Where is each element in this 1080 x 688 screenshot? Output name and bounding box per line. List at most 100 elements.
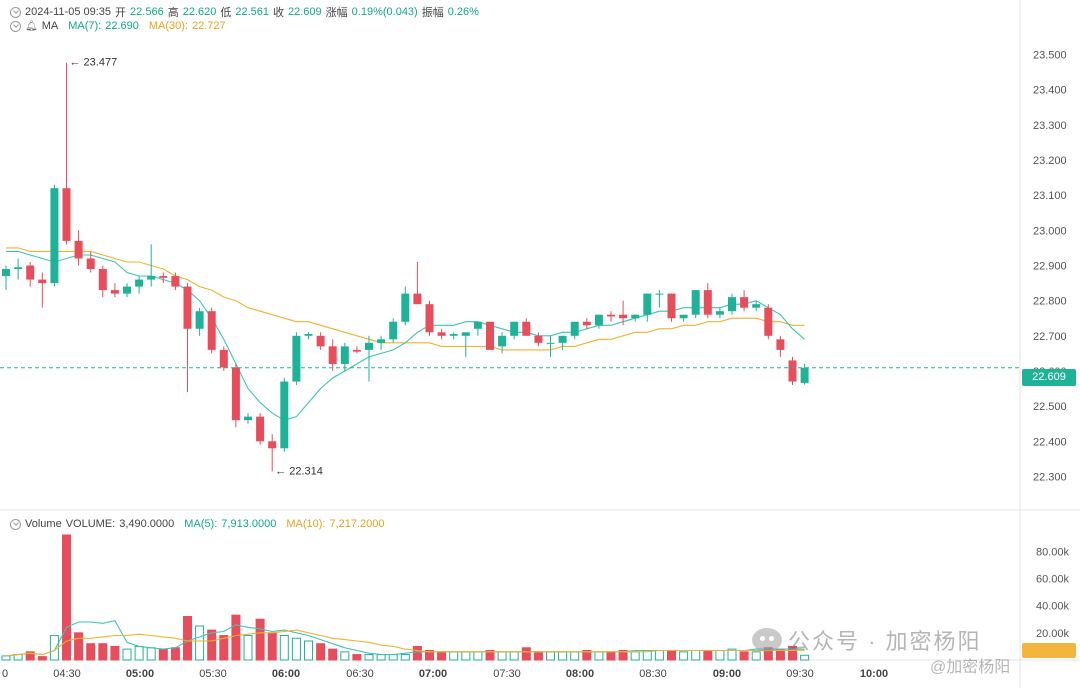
volume-indicator-name[interactable]: Volume (25, 518, 62, 530)
volume-legend-row: Volume VOLUME: 3,490.0000 MA(5): 7,913.000… (10, 518, 385, 530)
volume-label: VOLUME: (65, 518, 116, 530)
volume-collapse-icon[interactable] (10, 518, 21, 530)
volume-bar (37, 656, 47, 661)
volume-bar (570, 651, 580, 661)
volume-bar (376, 654, 386, 661)
volume-bar (630, 651, 640, 661)
volume-bar (461, 651, 471, 661)
last-price-tag: 22.609 (1022, 369, 1076, 386)
candle-body (449, 334, 458, 336)
volume-bar (800, 654, 810, 661)
volume-bar (364, 654, 374, 661)
candle-body (510, 321, 519, 336)
price-tick-label: 22.300 (1033, 471, 1067, 483)
price-tick-label: 22.900 (1033, 261, 1067, 273)
candle-body (74, 240, 83, 259)
volume-bar (412, 645, 422, 661)
time-tick-label: 0 (2, 668, 8, 680)
volume-bar (304, 640, 313, 661)
volume-bar (739, 651, 749, 661)
volume-bar (437, 651, 447, 661)
candle-body (316, 335, 325, 347)
volume-bar (62, 534, 71, 661)
volume-tick-label: 20.00k (1036, 628, 1070, 640)
candle-body (764, 307, 773, 336)
price-tick-label: 23.300 (1033, 120, 1067, 132)
candle-body (752, 304, 761, 308)
volume-marker-tag (1022, 643, 1076, 658)
candle-body (461, 332, 470, 336)
candle-body (219, 349, 228, 368)
volume-bar (449, 651, 459, 661)
ma30-label: MA(30): (148, 20, 188, 32)
volume-bar (183, 616, 192, 661)
volume-bar (400, 654, 410, 661)
time-tick-label: 06:00 (272, 668, 300, 680)
candle-body (800, 367, 809, 383)
collapse-toggle-icon[interactable] (10, 6, 21, 18)
candle-body (231, 367, 240, 421)
low-label: 低 (220, 7, 232, 19)
volume-bar (521, 647, 531, 661)
candle-body (619, 314, 628, 319)
volume-value: 3,490.0000 (119, 518, 175, 530)
volume-bar (582, 649, 592, 661)
volume-bar (25, 651, 35, 661)
ma-collapse-icon[interactable] (10, 20, 21, 32)
candle-body (86, 258, 95, 270)
candle-body (582, 321, 591, 326)
volume-bar (558, 651, 568, 661)
candle-body (207, 311, 216, 350)
candle-body (304, 334, 313, 336)
candle-body (776, 339, 785, 350)
time-tick-label: 09:30 (786, 668, 814, 680)
volume-bar (316, 643, 326, 661)
time-tick-label: 10:00 (860, 668, 888, 680)
price-tick-label: 22.800 (1033, 296, 1067, 308)
low-value: 22.561 (235, 6, 270, 18)
volume-bar (279, 635, 289, 661)
time-tick-label: 04:30 (53, 668, 81, 680)
volume-bar (654, 649, 664, 661)
volume-bar (170, 647, 180, 661)
volume-bar (679, 651, 689, 661)
candle-body (244, 416, 252, 421)
volume-bar (667, 649, 676, 661)
candle-body (123, 286, 131, 294)
candle-body (292, 335, 301, 382)
volume-bar (788, 645, 797, 661)
candle-body (437, 332, 446, 336)
open-label: 开 (115, 7, 127, 19)
candle-body (328, 346, 337, 364)
candle-body (183, 286, 192, 329)
candle-body (50, 188, 59, 284)
candle-body (268, 441, 277, 449)
candle-body (280, 381, 289, 449)
ma7-value: 22.690 (105, 20, 139, 32)
volume-bar (691, 649, 701, 661)
vol-ma5-label: MA(5): (184, 518, 218, 530)
price-tick-label: 23.000 (1033, 225, 1067, 237)
volume-bar (86, 643, 96, 661)
price-tick-label: 22.700 (1033, 331, 1067, 343)
candle-body (352, 349, 361, 352)
volume-bar (546, 651, 555, 661)
volume-tick-label: 40.00k (1036, 601, 1070, 613)
volume-bar (328, 648, 338, 661)
volume-bar (473, 651, 483, 661)
volume-bar (509, 651, 519, 661)
volume-bar (497, 651, 507, 661)
volume-bar (74, 632, 84, 661)
candle-body (570, 321, 579, 336)
candle-body (413, 293, 422, 305)
bell-icon[interactable]: 🔔︎ (25, 20, 38, 32)
price-tick-label: 23.200 (1033, 155, 1067, 167)
vol-ma10-value: 7,217.2000 (329, 518, 385, 530)
candle-body (365, 342, 373, 350)
candle-body (667, 293, 676, 319)
volume-bar (219, 635, 229, 661)
ma-indicator-name[interactable]: MA (41, 20, 59, 32)
candle-body (594, 314, 603, 326)
candle-body (486, 321, 494, 350)
